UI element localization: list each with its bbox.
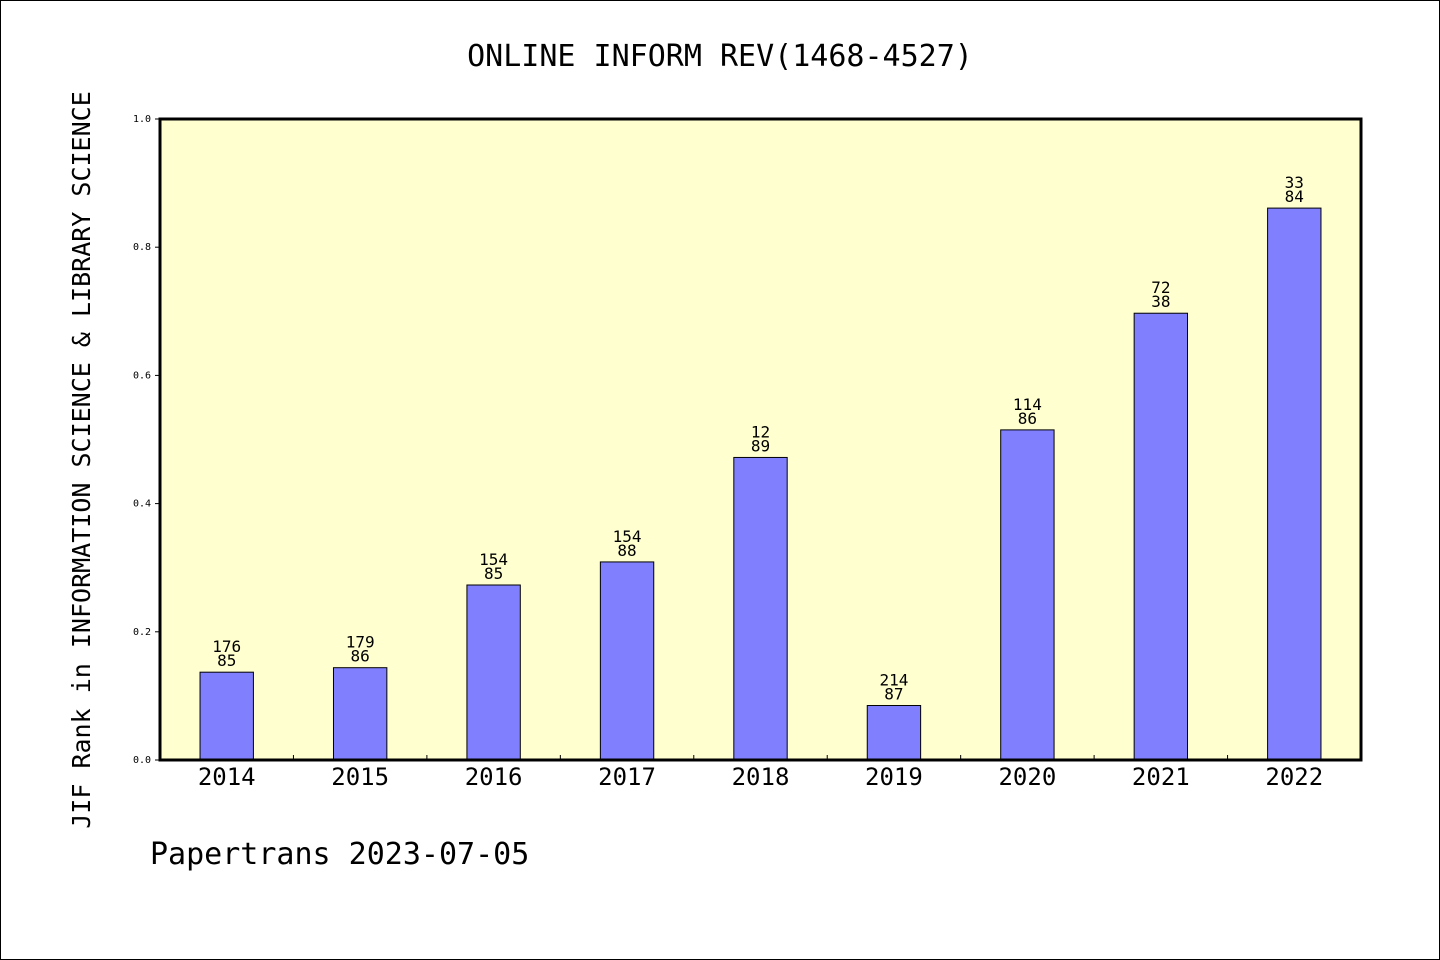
- data-label-rank-2021: 72: [1151, 278, 1170, 297]
- data-label-total-2021: 38: [1151, 292, 1170, 311]
- x-tick-label-2015: 2015: [331, 763, 389, 791]
- bar-2017: [599, 561, 655, 761]
- data-label-total-2015: 86: [351, 647, 370, 666]
- x-tick-label-2022: 2022: [1265, 763, 1323, 791]
- data-label-total-2014: 85: [217, 651, 236, 670]
- bar-2019: [866, 705, 922, 761]
- data-label-rank-2020: 114: [1013, 395, 1042, 414]
- data-label-total-2017: 88: [617, 541, 636, 560]
- plot-border: [158, 117, 1363, 762]
- bar-2020: [1000, 429, 1055, 761]
- data-label-total-2022: 84: [1285, 187, 1304, 206]
- data-label-total-2020: 86: [1018, 409, 1037, 428]
- data-label-rank-2019: 214: [879, 671, 908, 690]
- data-label-rank-2017: 154: [613, 527, 642, 546]
- bar-2021: [1133, 312, 1189, 761]
- bar-2022: [1267, 207, 1322, 761]
- y-tick-label-4: 0.8: [133, 242, 151, 253]
- data-label-total-2018: 89: [751, 436, 770, 455]
- x-tick-label-2018: 2018: [732, 763, 790, 791]
- data-label-rank-2018: 12: [751, 422, 770, 441]
- y-tick-label-0: 0.0: [133, 755, 151, 766]
- y-axis-label: JIF Rank in INFORMATION SCIENCE & LIBRAR…: [67, 91, 96, 829]
- data-label-total-2016: 85: [484, 564, 503, 583]
- bars-group: [199, 207, 1322, 761]
- y-tick-label-3: 0.6: [133, 370, 151, 381]
- x-tick-label-2019: 2019: [865, 763, 923, 791]
- bar-2016: [466, 584, 521, 761]
- data-label-rank-2015: 179: [346, 633, 375, 652]
- x-tick-label-2017: 2017: [598, 763, 656, 791]
- bar-2015: [332, 667, 388, 761]
- bar-2014: [199, 671, 254, 761]
- data-label-rank-2014: 176: [212, 637, 241, 656]
- x-tick-label-2016: 2016: [465, 763, 523, 791]
- labels-group: 0.00.20.40.60.81.02014176852015179862016…: [133, 114, 1323, 791]
- data-label-total-2019: 87: [884, 685, 903, 704]
- bar-2018: [733, 456, 788, 761]
- footer-text: Papertrans 2023-07-05: [150, 837, 529, 872]
- data-label-rank-2016: 154: [479, 550, 508, 569]
- y-tick-label-2: 0.4: [133, 499, 151, 510]
- data-label-rank-2022: 33: [1285, 173, 1304, 192]
- y-tick-label-5: 1.0: [133, 114, 151, 125]
- x-tick-label-2020: 2020: [998, 763, 1056, 791]
- x-tick-label-2021: 2021: [1132, 763, 1190, 791]
- y-tick-label-1: 0.2: [133, 627, 151, 638]
- x-tick-label-2014: 2014: [198, 763, 256, 791]
- chart-title: ONLINE INFORM REV(1468-4527): [467, 39, 973, 74]
